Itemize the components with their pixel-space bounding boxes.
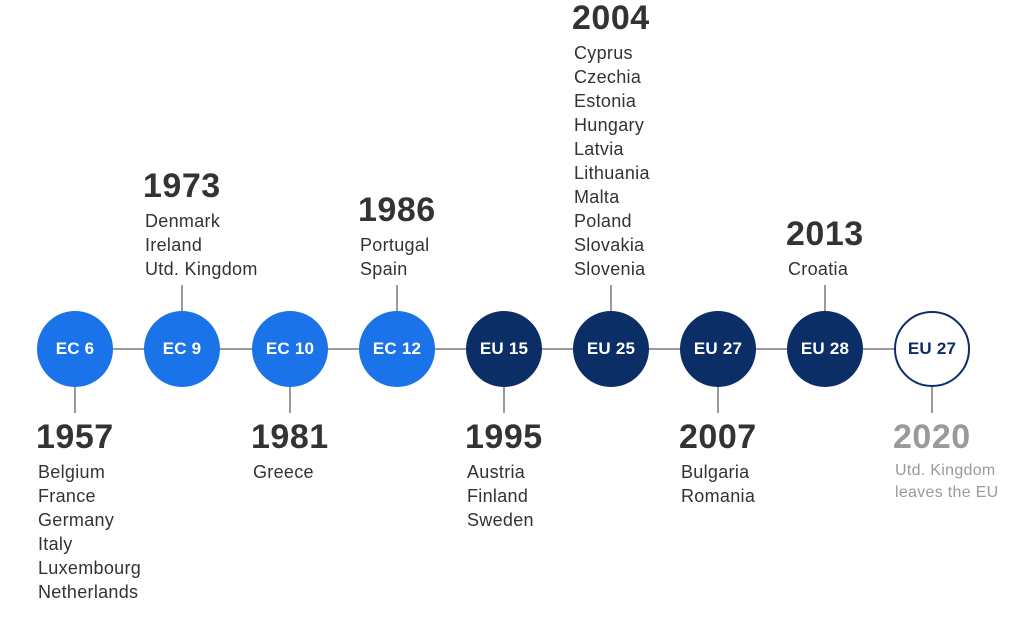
country-item: Lithuania [574, 163, 650, 183]
year-label: 2013 [786, 215, 864, 253]
country-item: Portugal [360, 235, 430, 255]
country-item: Utd. Kingdom [145, 259, 258, 279]
connector-stem [610, 285, 612, 311]
country-list: Bulgaria Romania [681, 460, 757, 508]
country-item: Malta [574, 187, 620, 207]
stage-node: EU 15 [466, 311, 542, 387]
country-item: Latvia [574, 139, 624, 159]
year-label: 2007 [679, 418, 757, 456]
country-item: Austria [467, 462, 526, 482]
stage-node: EC 12 [359, 311, 435, 387]
year-block: 2013 Croatia [786, 215, 864, 281]
country-item: Ireland [145, 235, 203, 255]
country-list: Cyprus Czechia Estonia Hungary Latvia Lithuan… [574, 41, 650, 281]
country-list: Austria Finland Sweden [467, 460, 543, 532]
country-item: leaves the EU [895, 484, 999, 501]
country-item: Romania [681, 486, 756, 506]
country-item: Slovenia [574, 259, 646, 279]
country-item: Belgium [38, 462, 106, 482]
country-list: Denmark Ireland Utd. Kingdom [145, 209, 258, 281]
country-item: Estonia [574, 91, 637, 111]
country-item: Poland [574, 211, 632, 231]
country-list: Portugal Spain [360, 233, 436, 281]
year-block: 1981 Greece [251, 418, 329, 484]
year-block: 1986 Portugal Spain [358, 191, 436, 281]
year-label: 1981 [251, 418, 329, 456]
connector-stem [717, 387, 719, 413]
year-label: 2020 [893, 418, 971, 456]
connector-stem [931, 387, 933, 413]
country-item: Italy [38, 534, 73, 554]
stage-node: EU 27 [894, 311, 970, 387]
stage-node: EU 28 [787, 311, 863, 387]
connector-stem [181, 285, 183, 311]
year-label: 1973 [143, 167, 221, 205]
country-item: Czechia [574, 67, 642, 87]
stage-node: EC 10 [252, 311, 328, 387]
country-item: France [38, 486, 96, 506]
country-item: Netherlands [38, 582, 139, 602]
connector-stem [824, 285, 826, 311]
country-item: Greece [253, 462, 314, 482]
stage-node: EU 25 [573, 311, 649, 387]
stage-node: EC 6 [37, 311, 113, 387]
country-item: Germany [38, 510, 115, 530]
country-list: Belgium France Germany Italy Luxembourg Nethe… [38, 460, 141, 604]
stage-node: EC 9 [144, 311, 220, 387]
connector-stem [289, 387, 291, 413]
country-list: Greece [253, 460, 329, 484]
year-label: 1986 [358, 191, 436, 229]
year-block: 2020 Utd. Kingdom leaves the EU [893, 418, 999, 504]
connector-stem [503, 387, 505, 413]
country-item: Sweden [467, 510, 534, 530]
country-item: Finland [467, 486, 529, 506]
year-block: 2007 Bulgaria Romania [679, 418, 757, 508]
country-list: Utd. Kingdom leaves the EU [895, 460, 999, 504]
country-item: Luxembourg [38, 558, 142, 578]
stage-node: EU 27 [680, 311, 756, 387]
country-item: Slovakia [574, 235, 645, 255]
connector-stem [396, 285, 398, 311]
year-block: 2004 Cyprus Czechia Estonia Hungary Latvia Lit… [572, 0, 650, 281]
country-item: Bulgaria [681, 462, 750, 482]
year-label: 1957 [36, 418, 114, 456]
year-block: 1995 Austria Finland Sweden [465, 418, 543, 532]
year-label: 1995 [465, 418, 543, 456]
country-item: Utd. Kingdom [895, 462, 996, 479]
country-item: Croatia [788, 259, 849, 279]
country-item: Denmark [145, 211, 221, 231]
country-item: Spain [360, 259, 408, 279]
country-list: Croatia [788, 257, 864, 281]
country-item: Cyprus [574, 43, 633, 63]
year-block: 1957 Belgium France Germany Italy Luxembourg N… [36, 418, 141, 604]
year-block: 1973 Denmark Ireland Utd. Kingdom [143, 167, 258, 281]
connector-stem [74, 387, 76, 413]
year-label: 2004 [572, 0, 650, 37]
country-item: Hungary [574, 115, 645, 135]
